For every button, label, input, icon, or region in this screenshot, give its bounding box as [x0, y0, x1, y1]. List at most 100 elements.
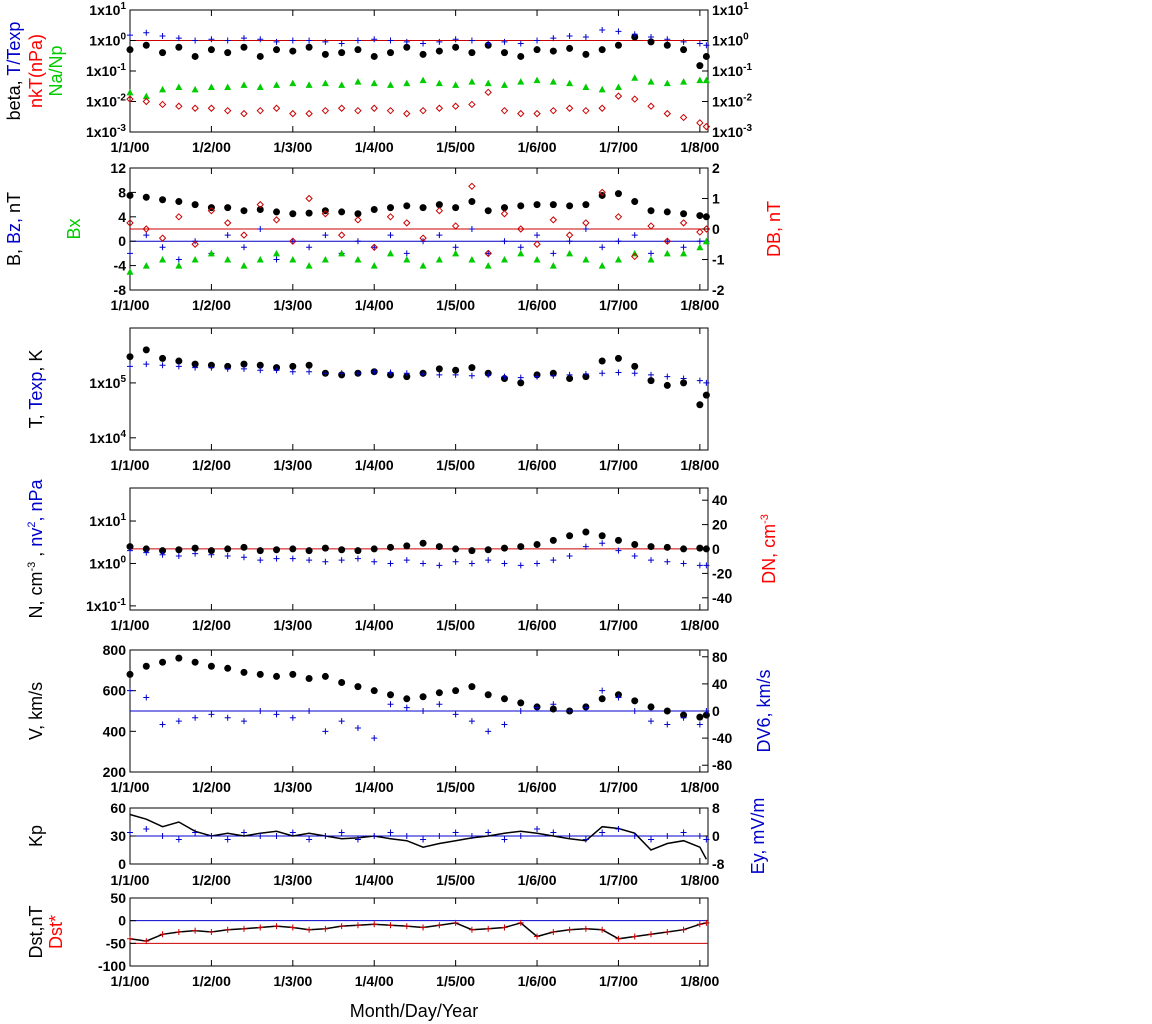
panel-beta-series-1-point-34 [680, 38, 687, 45]
panel-dst-series-1-point-7 [240, 925, 247, 932]
panel-n-series-1-point-17 [403, 557, 410, 564]
panel-beta-series-0-point-35 [696, 62, 704, 70]
panel-t-series-1-point-11 [306, 368, 313, 375]
panel-kp-right-tick-label-1: 0 [712, 828, 720, 844]
panel-kp-series-1-point-8 [257, 833, 264, 839]
panel-b-series-1-point-8 [257, 226, 264, 232]
panel-b-series-3-point-3 [175, 213, 183, 221]
panel-n-series-1-point-18 [420, 560, 427, 567]
panel-beta-series-1-point-31 [631, 31, 638, 38]
panel-v-series-0-point-1 [142, 662, 150, 670]
panel-dst-series-1-point-5 [208, 929, 215, 935]
panel-dst-series-1-point-27 [566, 926, 573, 933]
panel-dst-series-1-point-32 [648, 931, 655, 938]
panel-v-series-0-point-0 [126, 670, 134, 678]
panel-v-series-1-point-34 [680, 714, 687, 721]
panel-b-left-tick-label-3: 0 [118, 233, 126, 249]
panel-n-series-0-point-15 [370, 545, 378, 553]
panel-t-series-1-point-6 [224, 365, 231, 372]
panel-beta-series-1-point-27 [566, 33, 573, 40]
panel-dst-series-1-point-19 [436, 922, 443, 929]
panel-beta-series-2-point-20 [452, 81, 460, 88]
panel-t-series-1-point-35 [696, 377, 703, 384]
panel-t-series-1-point-2 [159, 362, 166, 369]
panel-b-series-0-point-26 [549, 201, 557, 209]
panel-b-series-3-point-31 [631, 252, 639, 261]
panel-t-series-0-point-17 [403, 373, 411, 381]
panel-n-x-tick-label-6: 1/7/00 [599, 617, 638, 633]
panel-b-series-1-point-0 [127, 250, 133, 257]
panel-n-series-1-point-27 [566, 552, 573, 559]
panel-kp-series-1-point-14 [354, 836, 361, 843]
panel-b-series-0-point-14 [354, 210, 362, 218]
panel-beta-series-3-point-28 [582, 106, 590, 115]
panel-b-series-0-point-34 [680, 210, 688, 218]
panel-dst-series-1-point-20 [452, 919, 459, 926]
panel-b-series-2-point-14 [354, 256, 362, 263]
panel-beta-series-0-point-3 [175, 43, 183, 51]
panel-beta-series-3-point-19 [435, 104, 444, 112]
panel-beta-series-3-point-8 [256, 106, 264, 115]
panel-beta-series-3-point-33 [663, 109, 672, 118]
panel-beta-series-0-point-9 [273, 46, 281, 54]
panel-v-series-1-point-22 [485, 728, 492, 735]
panel-beta-series-0-point-10 [289, 47, 297, 55]
panel-beta-series-1-point-33 [664, 36, 671, 43]
panel-n-series-1-point-9 [273, 555, 280, 562]
panel-n-series-1-point-2 [159, 551, 166, 558]
panel-beta-series-3-point-12 [321, 106, 330, 115]
panel-t-series-1-point-13 [338, 370, 345, 377]
panel-kp-x-tick-label-4: 1/5/00 [436, 872, 475, 888]
panel-v-x-tick-label-5: 1/6/00 [518, 779, 557, 795]
panel-beta-series-0-point-29 [598, 46, 606, 54]
panel-beta-series-1-point-9 [273, 38, 280, 45]
panel-beta-left-label: beta, T/Texp [4, 22, 24, 121]
panel-dst-x-tick-label-7: 1/8/00 [680, 973, 719, 989]
panel-b-series-1-point-1 [143, 232, 150, 239]
panel-beta-series-1-point-25 [534, 37, 541, 44]
panel-n-series-1-point-1 [143, 549, 150, 556]
panel-v-series-1-point-4 [192, 714, 199, 721]
panel-n-series-1-point-14 [354, 555, 361, 562]
panel-kp-series-1-point-28 [582, 836, 589, 843]
panel-n-series-1-point-8 [257, 557, 264, 564]
panel-t-series-1-point-17 [403, 370, 410, 377]
panel-beta-series-3-point-29 [598, 104, 606, 112]
panel-v-series-1-point-21 [468, 718, 475, 725]
panel-v-left-tick-label-2: 400 [103, 723, 127, 739]
panel-v-series-1-point-35 [696, 721, 703, 728]
panel-n-series-1-point-36 [703, 562, 710, 569]
panel-b-series-0-point-8 [256, 205, 264, 213]
panel-b-series-0-point-13 [338, 208, 346, 216]
panel-n-series-0-point-1 [142, 545, 150, 553]
panel-b-series-0-point-30 [614, 190, 622, 198]
panel-kp-series-1-point-15 [371, 833, 378, 839]
panel-n-x-tick-label-7: 1/8/00 [680, 617, 719, 633]
panel-b-series-2-point-16 [387, 249, 395, 257]
panel-b-series-2-point-8 [256, 256, 264, 263]
panel-beta-series-3-point-20 [451, 102, 460, 110]
panel-kp-series-1-point-0 [127, 829, 133, 836]
panel-v-series-0-point-5 [207, 662, 215, 670]
panel-b-series-2-point-19 [435, 256, 443, 263]
panel-v-series-0-point-9 [273, 672, 281, 680]
panel-kp-x-tick-label-1: 1/2/00 [192, 872, 231, 888]
panel-b-series-3-point-18 [419, 234, 427, 242]
panel-v-series-1-point-5 [208, 711, 215, 718]
panel-v-series-0-point-24 [517, 699, 525, 707]
panel-n-series-1-point-22 [485, 557, 492, 564]
panel-b-x-tick-label-1: 1/2/00 [192, 297, 231, 313]
panel-kp-x-tick-label-3: 1/4/00 [355, 872, 394, 888]
panel-dst-left-tick-label-0: 50 [110, 890, 126, 906]
panel-n-series-1-point-11 [306, 557, 313, 564]
panel-dst-series-1-point-24 [517, 919, 524, 926]
panel-beta-series-2-point-33 [663, 79, 671, 87]
panel-b-series-1-point-25 [534, 232, 541, 239]
panel-beta-left-tick-label-0: 1x101 [89, 1, 126, 18]
panel-dst-series-1-point-10 [289, 924, 296, 931]
panel-beta-series-0-point-28 [582, 50, 590, 58]
panel-beta-series-0-point-24 [517, 52, 525, 60]
panel-b-series-1-point-29 [599, 244, 606, 251]
panel-beta-series-3-point-4 [191, 104, 199, 112]
